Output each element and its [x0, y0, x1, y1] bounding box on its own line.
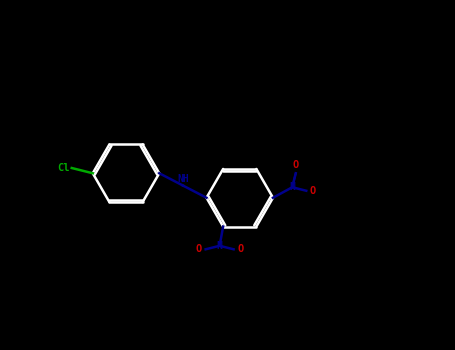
Text: O: O [309, 186, 315, 196]
Text: Cl: Cl [57, 163, 70, 173]
Text: N: N [289, 182, 295, 192]
Text: N: N [217, 241, 222, 251]
Text: O: O [293, 160, 299, 170]
Text: O: O [196, 244, 202, 254]
Text: O: O [237, 244, 243, 254]
Text: NH: NH [177, 174, 189, 184]
